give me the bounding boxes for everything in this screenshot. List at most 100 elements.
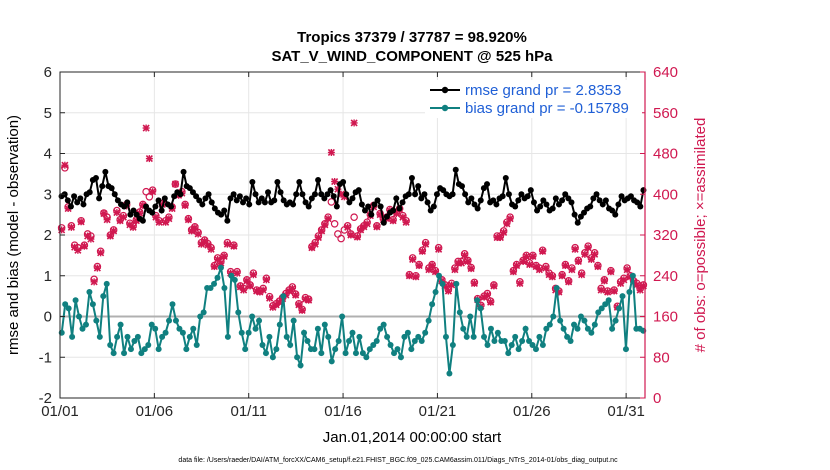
assimilated-obs-marker [184,216,192,224]
assimilated-obs-marker [103,216,111,224]
bias-point [418,337,425,344]
assimilated-obs-marker [240,286,248,294]
bias-point [550,313,557,320]
rmse-point [199,201,206,208]
bias-point [560,325,567,332]
assimilated-obs-marker [288,284,296,293]
bias-point [515,346,522,353]
rmse-point [343,191,350,198]
rmse-point [562,191,569,198]
assimilated-obs-marker [262,276,270,284]
right-tick-label: 160 [653,309,678,326]
chart-subtitle: SAT_V_WIND_COMPONENT @ 525 hPa [271,48,553,65]
bias-point [228,272,235,279]
x-tick-label: 01/16 [324,403,362,420]
legend-bias-marker [441,104,449,112]
rmse-point [477,197,484,204]
bias-point [224,333,231,340]
bias-point [190,325,197,332]
assimilated-obs-marker [233,269,241,277]
bias-point [397,354,404,361]
bias-point [557,317,564,324]
bias-point [411,337,418,344]
assimilated-obs-marker [581,250,589,258]
rmse-point [612,211,619,218]
bias-point [121,350,128,357]
rmse-point [324,191,331,198]
bias-point [127,346,134,353]
assimilated-obs-marker [409,255,417,264]
assimilated-obs-marker [142,124,150,132]
rmse-point [177,191,184,198]
bias-point [294,354,301,361]
assimilated-obs-marker [194,230,202,238]
rmse-point [396,205,403,212]
rmse-point [543,201,550,208]
assimilated-obs-marker [415,261,423,270]
bias-point [577,313,584,320]
assimilated-obs-marker [331,177,339,186]
rmse-point [484,181,491,188]
assimilated-obs-marker [87,235,95,243]
bias-point [349,329,356,336]
bias-point [352,350,359,357]
bias-point [249,313,256,320]
assimilated-obs-marker [548,273,556,281]
assimilated-obs-marker [513,261,521,270]
assimilated-obs-marker [535,266,543,274]
bias-point [467,313,474,320]
assimilated-obs-marker [623,266,631,274]
rmse-point [355,187,362,194]
bias-point [107,342,114,349]
rmse-point [158,207,165,214]
chart-title: Tropics 37379 / 37787 = 98.920% [297,29,527,46]
assimilated-obs-marker [561,261,569,270]
rmse-point [233,197,240,204]
bias-point [481,333,488,340]
rmse-point [399,199,406,206]
assimilated-obs-marker [347,231,355,239]
assimilated-obs-marker [464,257,472,266]
rmse-point [161,195,168,202]
assimilated-obs-marker [171,180,179,188]
rmse-point [333,203,340,210]
assimilated-obs-marker [77,218,85,226]
bias-point [166,317,173,324]
bias-point [401,333,408,340]
rmse-point [549,205,556,212]
rmse-point [346,199,353,206]
rmse-point [205,191,212,198]
rmse-point [418,195,425,202]
assimilated-obs-marker [428,261,436,270]
right-axis-ticks: 0 80 160 240 320 400 480 560 640 [640,64,678,407]
bias-point [110,350,117,357]
bias-point [93,317,100,324]
rmse-point [299,191,306,198]
bias-point [363,354,370,361]
rmse-point [114,197,121,204]
rmse-point [71,193,78,200]
left-tick-label: -2 [39,390,52,407]
bias-point [460,325,467,332]
rmse-point [327,187,334,194]
assimilated-obs-marker [574,257,582,266]
x-axis-ticks: 01/01 01/06 01/11 01/16 01/21 01/26 01/31 [41,72,645,420]
bias-point [508,342,515,349]
bias-point [259,342,266,349]
rmse-point [143,203,150,210]
rmse-point [393,195,400,202]
rmse-point [415,183,422,190]
assimilated-obs-marker [565,278,573,286]
bias-point [65,305,72,312]
assimilated-obs-marker [587,255,595,264]
rmse-point [155,197,162,204]
assimilated-obs-marker [402,218,410,226]
rmse-point [227,195,234,202]
rmse-point [537,203,544,210]
bias-series [58,264,647,377]
bias-point [470,333,477,340]
rmse-point [315,176,322,183]
assimilated-obs-marker [470,279,478,287]
rmse-point [277,189,284,196]
rmse-point [371,201,378,208]
